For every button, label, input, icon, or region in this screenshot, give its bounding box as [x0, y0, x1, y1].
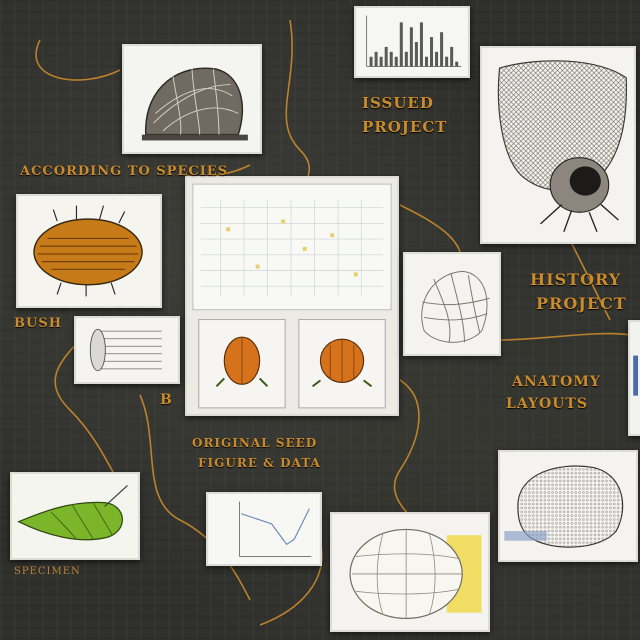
specimen-card-cylinder[interactable] — [74, 316, 180, 384]
label-left-mid: BUSH — [14, 316, 62, 331]
melon-sketch-illustration — [332, 514, 488, 630]
bar — [374, 51, 378, 67]
bar — [455, 61, 459, 67]
orange-fruit-left-icon — [215, 336, 269, 387]
specimen-card-green-pod[interactable] — [10, 472, 140, 560]
specimen-card-grey-pod[interactable] — [122, 44, 262, 154]
label-right-lower-1: ANATOMY — [512, 374, 601, 390]
partial-edge-card[interactable] — [628, 320, 640, 436]
grey-pod-illustration — [124, 46, 260, 152]
green-pod-illustration — [12, 474, 138, 558]
label-center-caption-2: FIGURE & DATA — [198, 456, 321, 470]
bar — [384, 46, 388, 67]
label-top-right-1: ISSUED — [362, 94, 434, 112]
label-left-header: ACCORDING TO SPECIES — [20, 164, 229, 179]
grid-chart-area — [192, 183, 392, 311]
partial-edge-graphic — [630, 331, 640, 425]
bar — [440, 32, 444, 67]
bar — [445, 56, 449, 67]
bar — [409, 27, 413, 67]
rib-sketch-illustration — [405, 254, 499, 354]
label-right-mid-2: PROJECT — [536, 294, 627, 313]
bar — [450, 46, 454, 67]
line-chart — [209, 494, 319, 564]
specimen-card-net-fruit[interactable] — [480, 46, 636, 244]
bar — [435, 51, 439, 67]
bar — [379, 56, 383, 67]
wire — [35, 39, 121, 81]
specimen-card-melon-sketch[interactable] — [330, 512, 490, 632]
bar — [419, 22, 423, 67]
wire — [285, 19, 311, 191]
label-right-mid-1: HISTORY — [530, 270, 622, 289]
wire — [139, 394, 251, 601]
line-chart-card[interactable] — [206, 492, 322, 566]
label-center-caption-1: ORIGINAL SEED — [192, 436, 318, 450]
cylinder-sketch-illustration — [77, 318, 177, 382]
net-fruit-illustration — [482, 48, 634, 242]
series-line — [241, 508, 310, 546]
bar — [424, 56, 428, 67]
wire — [499, 332, 631, 341]
specimen-card-orange-pod[interactable] — [16, 194, 162, 308]
orange-pod-illustration — [18, 196, 160, 306]
central-data-panel[interactable] — [185, 176, 399, 416]
bar — [414, 42, 418, 67]
bar-chart — [357, 8, 467, 76]
label-top-right-2: PROJECT — [362, 118, 448, 136]
mesh-melon-illustration — [500, 452, 636, 560]
specimen-card-mesh-melon[interactable] — [498, 450, 638, 562]
bar — [399, 22, 403, 67]
label-right-lower-2: LAYOUTS — [506, 396, 588, 412]
orange-fruit-right-icon — [312, 338, 373, 388]
bar — [394, 56, 398, 67]
bar — [430, 37, 434, 67]
bar — [404, 51, 408, 67]
specimen-card-rib-sketch[interactable] — [403, 252, 501, 356]
bar — [389, 51, 393, 67]
label-side-tag: B — [160, 392, 173, 408]
label-bottom-left: SPECIMEN — [14, 566, 81, 577]
central-panel-graphics — [187, 178, 397, 414]
bar-chart-card[interactable] — [354, 6, 470, 78]
bar — [369, 56, 373, 67]
